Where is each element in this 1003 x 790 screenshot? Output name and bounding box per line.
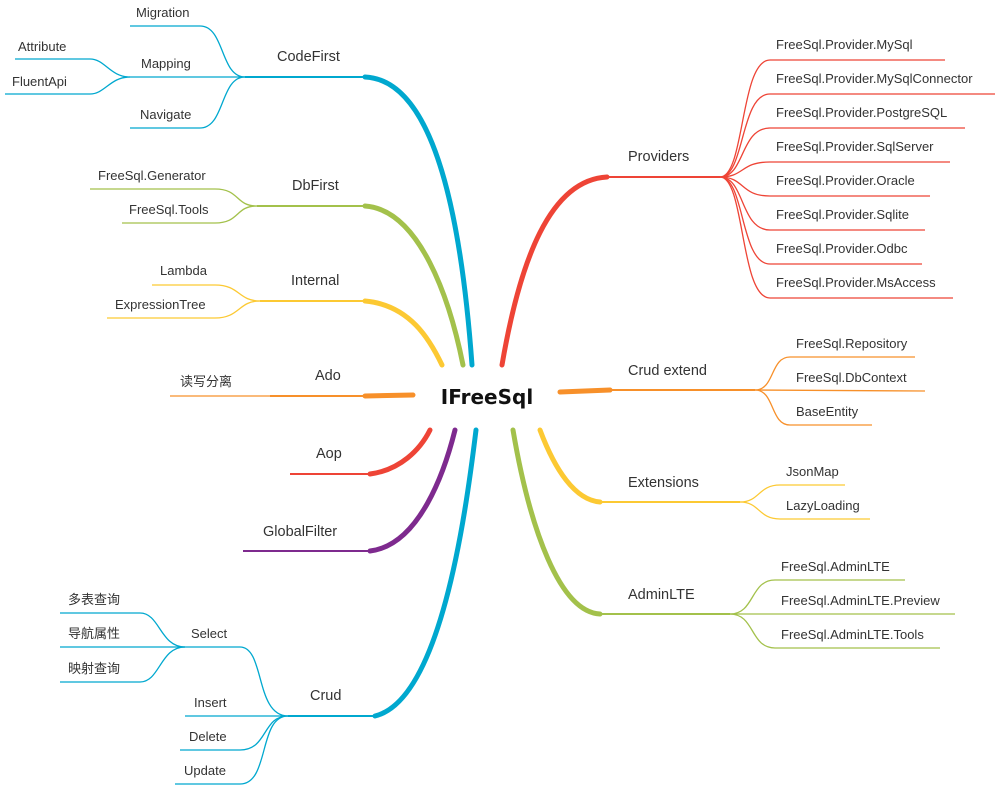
branch-internal [107,284,445,368]
node-provider-sqlite[interactable]: FreeSql.Provider.Sqlite [776,207,909,222]
node-navigation-property[interactable]: 导航属性 [68,626,120,641]
branch-extensions [537,427,870,520]
node-extensions[interactable]: Extensions [628,475,699,491]
node-freesql-tools[interactable]: FreeSql.Tools [129,202,209,217]
node-freesql-dbcontext[interactable]: FreeSql.DbContext [796,370,907,385]
branch-dbfirst [90,188,466,368]
node-update[interactable]: Update [184,763,226,778]
node-lazyloading[interactable]: LazyLoading [786,498,860,513]
node-crud[interactable]: Crud [310,688,341,704]
node-crudextend[interactable]: Crud extend [628,363,707,379]
node-attribute[interactable]: Attribute [18,39,66,54]
node-rw-split[interactable]: 读写分离 [180,374,232,389]
node-delete[interactable]: Delete [189,729,227,744]
node-mapping[interactable]: Mapping [141,56,191,71]
node-dbfirst[interactable]: DbFirst [292,178,339,194]
node-provider-postgresql[interactable]: FreeSql.Provider.PostgreSQL [776,105,947,120]
node-baseentity[interactable]: BaseEntity [796,404,859,419]
node-provider-oracle[interactable]: FreeSql.Provider.Oracle [776,173,915,188]
branch-ado [170,392,416,399]
branch-crudextend [557,356,926,426]
node-provider-odbc[interactable]: FreeSql.Provider.Odbc [776,241,908,256]
node-providers[interactable]: Providers [628,149,689,165]
node-freesql-adminlte-tools[interactable]: FreeSql.AdminLTE.Tools [781,627,924,642]
node-provider-msaccess[interactable]: FreeSql.Provider.MsAccess [776,275,936,290]
node-jsonmap[interactable]: JsonMap [786,464,839,479]
node-migration[interactable]: Migration [136,5,189,20]
branch-globalfilter [243,427,458,554]
node-insert[interactable]: Insert [194,695,227,710]
node-freesql-adminlte[interactable]: FreeSql.AdminLTE [781,559,890,574]
node-multi-table-query[interactable]: 多表查询 [68,592,120,607]
branch-providers [499,59,995,368]
branch-crud [60,427,479,785]
node-freesql-generator[interactable]: FreeSql.Generator [98,168,206,183]
node-navigate[interactable]: Navigate [140,107,191,122]
node-globalfilter[interactable]: GlobalFilter [263,524,337,540]
node-fluentapi[interactable]: FluentApi [12,74,67,89]
branch-adminlte [510,427,955,649]
node-internal[interactable]: Internal [291,273,339,289]
node-expressiontree[interactable]: ExpressionTree [115,297,206,312]
node-provider-mysqlconnector[interactable]: FreeSql.Provider.MySqlConnector [776,71,973,86]
node-freesql-adminlte-preview[interactable]: FreeSql.AdminLTE.Preview [781,593,940,608]
node-select[interactable]: Select [191,626,228,641]
node-lambda[interactable]: Lambda [160,263,208,278]
node-aop[interactable]: Aop [316,446,342,462]
node-adminlte[interactable]: AdminLTE [628,587,695,603]
branch-aop [290,427,433,477]
node-provider-mysql[interactable]: FreeSql.Provider.MySql [776,37,913,52]
node-provider-sqlserver[interactable]: FreeSql.Provider.SqlServer [776,139,934,154]
branch-codefirst [5,25,475,368]
root-node[interactable]: IFreeSql [441,385,533,409]
node-codefirst[interactable]: CodeFirst [277,49,340,65]
node-ado[interactable]: Ado [315,368,341,384]
node-mapping-query[interactable]: 映射查询 [68,661,120,676]
node-freesql-repository[interactable]: FreeSql.Repository [796,336,908,351]
